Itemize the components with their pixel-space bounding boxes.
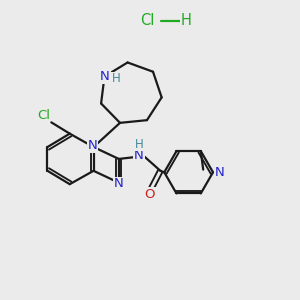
Text: N: N bbox=[88, 139, 98, 152]
Text: N: N bbox=[134, 148, 144, 162]
Text: H: H bbox=[112, 73, 121, 85]
Text: H: H bbox=[135, 138, 143, 151]
Text: Cl: Cl bbox=[37, 109, 50, 122]
Text: H: H bbox=[181, 13, 192, 28]
Text: O: O bbox=[145, 188, 155, 201]
Text: Cl: Cl bbox=[140, 13, 155, 28]
Text: N: N bbox=[114, 177, 124, 190]
Text: N: N bbox=[215, 166, 224, 179]
Text: N: N bbox=[100, 70, 110, 83]
